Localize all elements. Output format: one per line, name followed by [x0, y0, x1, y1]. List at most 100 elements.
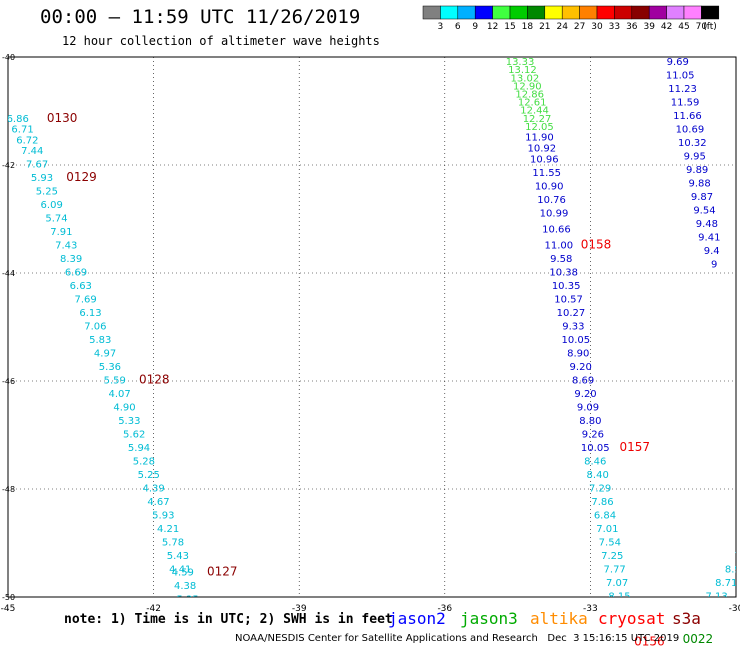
colorbar-label: 39	[643, 22, 655, 32]
colorbar-label: 3	[438, 22, 444, 32]
x-tick-label: -39	[292, 604, 307, 614]
wave-height-label: 10.96	[530, 154, 559, 165]
colorbar-label: 9	[472, 22, 478, 32]
wave-height-label: 10.57	[554, 295, 583, 306]
wave-height-label: 6.09	[41, 200, 63, 211]
wave-height-label: 8.46	[584, 457, 606, 468]
satellite-s3a: s3a	[672, 609, 701, 628]
wave-height-label: 5.25	[138, 470, 160, 481]
colorbar-label: 12	[487, 22, 498, 32]
wave-height-label: 8.90	[567, 349, 589, 360]
colorbar-swatch	[509, 5, 528, 20]
colorbar-swatch	[666, 5, 685, 20]
wave-height-label: 7.43	[55, 241, 77, 252]
x-tick-label: -30	[729, 604, 740, 614]
colorbar-swatch	[457, 5, 476, 20]
footnote: note: 1) Time is in UTC; 2) SWH is in fe…	[64, 612, 393, 627]
plot-frame	[7, 56, 737, 598]
wave-height-label: 7.86	[591, 497, 613, 508]
wave-height-label: 8.80	[579, 416, 601, 427]
wave-height-label: 9.33	[562, 322, 584, 333]
colorbar-swatch	[701, 5, 720, 20]
colorbar-swatch	[492, 5, 511, 20]
colorbar-swatch	[648, 5, 667, 20]
wave-height-label: 4.41	[169, 565, 191, 576]
wave-height-label: 5.35	[176, 594, 198, 605]
wave-height-label: 13.55	[503, 49, 532, 60]
colorbar-swatch	[527, 5, 546, 20]
colorbar-swatch	[579, 5, 598, 20]
wave-height-label: 11.90	[525, 133, 554, 144]
wave-height-label: 12.05	[525, 122, 554, 133]
wave-height-label: 11.66	[673, 111, 702, 122]
pass-time-label: 0129	[66, 170, 97, 184]
pass-time-label: 0128	[139, 373, 170, 387]
wave-height-label: 8.15	[608, 592, 630, 603]
wave-height-label: 8.39	[60, 254, 82, 265]
wave-height-label: 9.87	[691, 192, 713, 203]
credit-line: NOAA/NESDIS Center for Satellite Applica…	[235, 633, 680, 644]
colorbar-label: 36	[626, 22, 638, 32]
wave-height-label: 5.43	[167, 551, 189, 562]
wave-height-label: 5.62	[123, 430, 145, 441]
wave-height-label: 5.83	[89, 335, 111, 346]
x-tick-label: -36	[437, 604, 452, 614]
wave-height-label: 4.38	[174, 581, 196, 592]
wave-height-label: 7.13	[705, 592, 727, 603]
grid-lines	[8, 57, 736, 597]
satellite-altika: altika	[530, 609, 588, 628]
wave-height-label: 6.63	[70, 281, 92, 292]
wave-height-label: 7.67	[26, 160, 48, 171]
wave-height-label: 6.84	[594, 511, 616, 522]
pass-time-label: 0022	[683, 632, 714, 646]
wave-height-label: 9.20	[570, 362, 592, 373]
wave-height-label: 12.90	[513, 81, 542, 92]
y-tick-label: -50	[2, 593, 15, 602]
wave-height-label: 5.94	[128, 443, 150, 454]
wave-height-label: 10.99	[540, 208, 569, 219]
wave-height-label: 12.44	[520, 106, 549, 117]
wave-height-label: 4.59	[172, 567, 194, 578]
wave-height-label: 9.54	[693, 206, 715, 217]
wave-height-label: 5.33	[118, 416, 140, 427]
wave-height-label: 5.93	[31, 173, 53, 184]
chart-subtitle: 12 hour collection of altimeter wave hei…	[62, 34, 380, 48]
pass-time-label: 0156	[634, 635, 665, 649]
wave-height-label: 9.88	[688, 179, 710, 190]
y-tick-label: -40	[2, 53, 15, 62]
wave-height-label: 9.09	[577, 403, 599, 414]
wave-height-points: 6.866.716.727.44 7.67 5.93 5.25 6.09 5.74 7.91…	[8, 49, 736, 650]
wave-height-label: 7.54	[599, 538, 621, 549]
wave-height-label: 10.69	[676, 125, 705, 136]
wave-height-label: 7.69	[75, 295, 97, 306]
wave-height-label: 11.05	[666, 71, 695, 82]
wave-height-label: 7.07	[606, 578, 628, 589]
wave-height-label: 12.86	[515, 90, 544, 101]
satellite-cryosat: cryosat	[598, 609, 666, 628]
wave-height-label: 12.61	[518, 98, 547, 109]
colorbar-swatch	[544, 5, 563, 20]
pass-time-label: 0158	[581, 238, 612, 252]
wave-height-label: 13.02	[511, 73, 540, 84]
wave-height-label: 6.72	[16, 135, 38, 146]
wave-height-label: 6.71	[11, 125, 33, 136]
x-tick-label: -33	[583, 604, 598, 614]
wave-height-label: 5.25	[36, 187, 58, 198]
pass-time-label: 0130	[47, 111, 78, 125]
y-tick-label: -46	[2, 377, 15, 386]
wave-height-label: 11.23	[668, 84, 697, 95]
wave-height-label: 5.93	[152, 511, 174, 522]
plot-border	[7, 56, 737, 598]
wave-height-label: 9.41	[698, 233, 720, 244]
pass-labels: 0130 0129 0128 0127 0158 0157 0156 0022	[47, 111, 713, 649]
wave-height-label: 5.77	[667, 646, 689, 650]
colorbar-label: 24	[556, 22, 568, 32]
chart-title: 00:00 — 11:59 UTC 11/26/2019	[40, 6, 361, 28]
wave-height-label: 4.90	[113, 403, 135, 414]
colorbar-legend: 3 6 9 12 15 18 21 24 27 30 33 36 39 42 45 70(ft)	[422, 5, 720, 32]
wave-height-label: 9.95	[684, 152, 706, 163]
wave-height-label: 7.25	[601, 551, 623, 562]
wave-height-label: 10.05	[581, 443, 610, 454]
wave-height-label: 5.74	[45, 214, 67, 225]
colorbar-label: 30	[591, 22, 603, 32]
